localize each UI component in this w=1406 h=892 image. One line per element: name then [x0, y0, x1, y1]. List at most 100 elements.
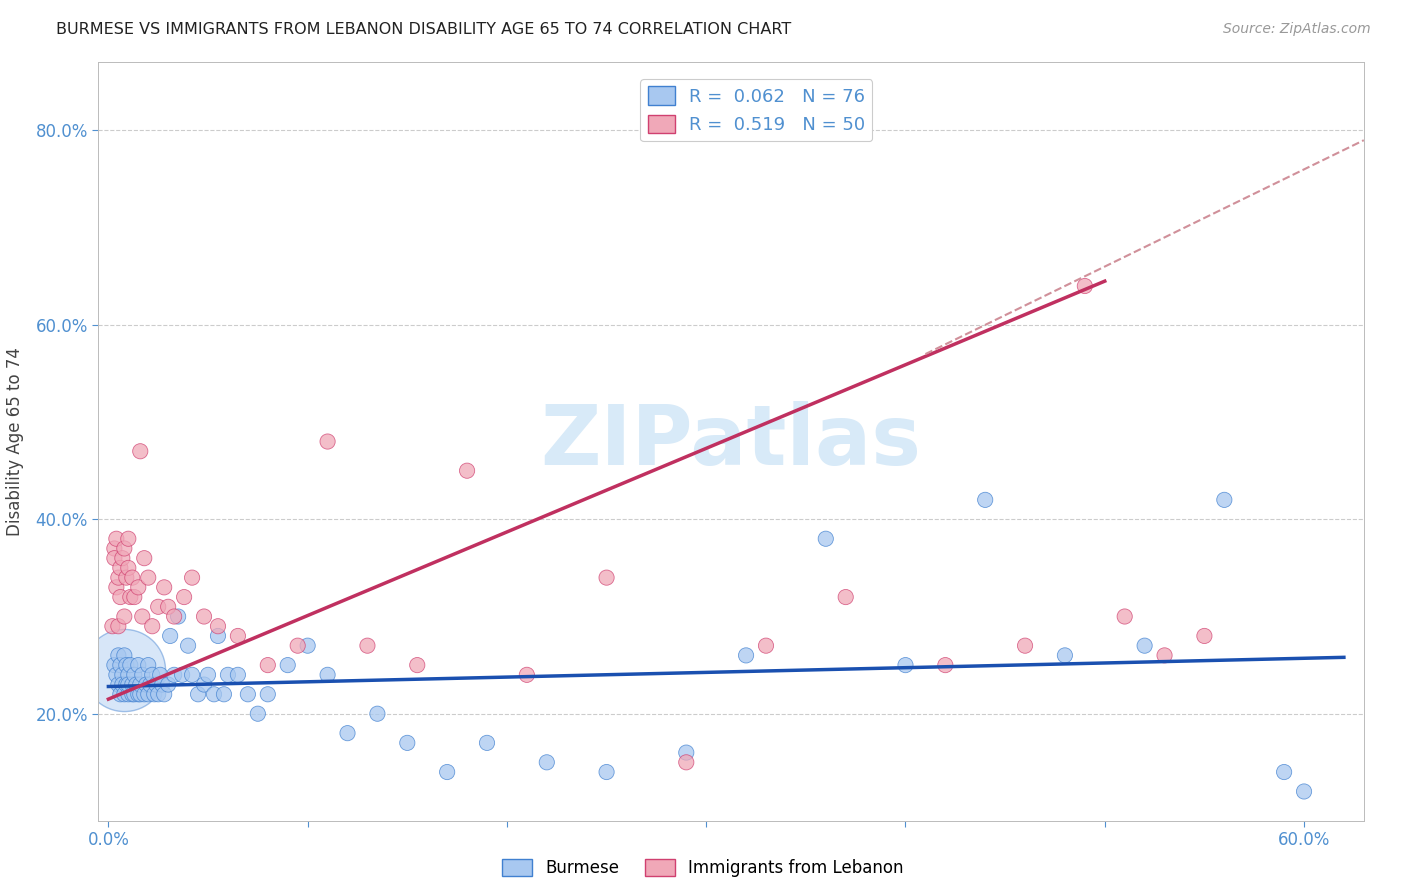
Point [536, 756, 558, 770]
Point [131, 668, 153, 682]
Text: BURMESE VS IMMIGRANTS FROM LEBANON DISABILITY AGE 65 TO 74 CORRELATION CHART: BURMESE VS IMMIGRANTS FROM LEBANON DISAB… [56, 22, 792, 37]
Point [139, 677, 162, 691]
Point [129, 687, 152, 701]
Point [148, 599, 170, 614]
Point [207, 619, 229, 633]
Point [163, 668, 186, 682]
Point [1053, 648, 1076, 663]
Point [117, 687, 139, 701]
Point [1194, 629, 1216, 643]
Point [336, 726, 359, 740]
Point [1133, 639, 1156, 653]
Point [177, 639, 200, 653]
Point [149, 668, 172, 682]
Point [110, 658, 132, 673]
Point [136, 658, 159, 673]
Legend: Burmese, Immigrants from Lebanon: Burmese, Immigrants from Lebanon [496, 852, 910, 884]
Point [834, 590, 856, 604]
Point [197, 668, 219, 682]
Point [1213, 492, 1236, 507]
Point [120, 590, 142, 604]
Point [105, 532, 128, 546]
Point [111, 551, 134, 566]
Point [1014, 639, 1036, 653]
Point [595, 571, 617, 585]
Point [894, 658, 917, 673]
Point [236, 687, 259, 701]
Point [124, 668, 146, 682]
Point [226, 668, 249, 682]
Point [135, 677, 157, 691]
Point [226, 629, 249, 643]
Point [112, 609, 135, 624]
Point [173, 590, 195, 604]
Point [1153, 648, 1175, 663]
Point [675, 746, 697, 760]
Point [755, 639, 778, 653]
Point [202, 687, 225, 701]
Point [103, 541, 125, 556]
Point [124, 590, 146, 604]
Point [124, 687, 146, 701]
Point [167, 609, 190, 624]
Point [127, 687, 149, 701]
Point [675, 756, 697, 770]
Point [125, 677, 148, 691]
Point [115, 658, 138, 673]
Point [112, 663, 135, 677]
Point [115, 677, 138, 691]
Point [297, 639, 319, 653]
Point [107, 619, 129, 633]
Point [193, 677, 215, 691]
Point [117, 668, 139, 682]
Point [1114, 609, 1136, 624]
Point [287, 639, 309, 653]
Y-axis label: Disability Age 65 to 74: Disability Age 65 to 74 [7, 347, 24, 536]
Point [193, 609, 215, 624]
Point [150, 677, 173, 691]
Point [207, 629, 229, 643]
Point [163, 609, 186, 624]
Point [595, 765, 617, 780]
Point [256, 658, 278, 673]
Point [141, 619, 163, 633]
Point [107, 648, 129, 663]
Point [121, 687, 143, 701]
Point [157, 677, 180, 691]
Point [153, 580, 176, 594]
Point [316, 668, 339, 682]
Point [1292, 784, 1315, 798]
Point [103, 658, 125, 673]
Point [159, 629, 181, 643]
Point [107, 571, 129, 585]
Point [136, 571, 159, 585]
Point [115, 571, 138, 585]
Point [974, 492, 997, 507]
Point [127, 580, 149, 594]
Point [1074, 279, 1097, 293]
Point [157, 599, 180, 614]
Point [101, 619, 124, 633]
Point [112, 648, 135, 663]
Point [129, 444, 152, 458]
Point [111, 668, 134, 682]
Point [121, 677, 143, 691]
Text: ZIPatlas: ZIPatlas [541, 401, 921, 482]
Point [141, 668, 163, 682]
Point [181, 668, 204, 682]
Point [117, 561, 139, 575]
Point [129, 677, 152, 691]
Point [217, 668, 239, 682]
Point [181, 571, 204, 585]
Point [316, 434, 339, 449]
Point [516, 668, 538, 682]
Point [1272, 765, 1295, 780]
Point [134, 687, 156, 701]
Point [131, 609, 153, 624]
Point [456, 464, 478, 478]
Point [172, 668, 194, 682]
Point [112, 541, 135, 556]
Text: Source: ZipAtlas.com: Source: ZipAtlas.com [1223, 22, 1371, 37]
Point [187, 687, 209, 701]
Point [120, 658, 142, 673]
